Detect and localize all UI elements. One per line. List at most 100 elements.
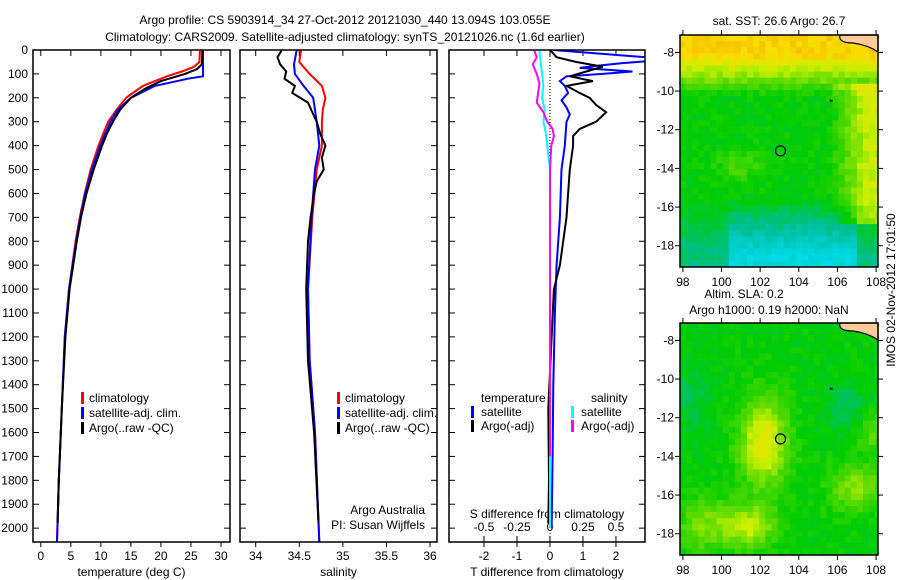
map-cell	[808, 138, 815, 146]
map-cell	[856, 71, 864, 78]
map-cell	[686, 438, 693, 446]
map-cell	[765, 481, 772, 488]
y-tick-label: -10	[657, 84, 675, 98]
map-cell	[838, 377, 845, 385]
map-cell	[692, 323, 699, 330]
map-cell	[795, 420, 803, 427]
map-cell	[704, 169, 711, 176]
map-cell	[863, 47, 870, 54]
map-cell	[771, 242, 778, 249]
x-tick-label: 5	[67, 549, 74, 563]
map-cell	[771, 475, 778, 482]
map-cell	[734, 132, 742, 139]
map-cell	[771, 248, 778, 255]
map-cell	[832, 193, 839, 200]
map-cell	[698, 132, 705, 139]
map-cell	[795, 47, 803, 54]
map-cell	[704, 536, 711, 543]
map-cell	[777, 242, 784, 249]
map-cell	[777, 181, 784, 188]
map-cell	[747, 71, 754, 78]
map-cell	[741, 426, 748, 434]
map-cell	[741, 89, 748, 97]
map-cell	[728, 53, 736, 60]
map-cell	[789, 89, 797, 97]
map-cell	[753, 371, 760, 379]
map-cell	[869, 96, 876, 103]
map-cell	[844, 96, 852, 103]
map-cell	[686, 530, 693, 537]
map-cell	[783, 445, 791, 452]
map-cell	[728, 365, 736, 373]
map-cell	[710, 260, 717, 268]
map-cell	[850, 211, 858, 219]
map-cell	[863, 254, 870, 261]
map-cell	[820, 469, 827, 476]
map-cell	[844, 512, 852, 519]
map-cell	[698, 248, 705, 255]
map-cell	[814, 487, 821, 495]
map-cell	[777, 451, 784, 458]
map-cell	[692, 83, 699, 91]
map-cell	[814, 518, 821, 525]
map-cell	[826, 35, 833, 42]
map-cell	[795, 65, 803, 72]
map-cell	[777, 59, 784, 66]
map-cell	[850, 77, 858, 85]
map-cell	[753, 96, 760, 103]
map-cell	[716, 187, 723, 194]
map-cell	[838, 445, 845, 452]
map-cell	[832, 438, 839, 446]
map-cell	[795, 114, 803, 121]
map-cell	[753, 126, 760, 133]
map-cell	[875, 150, 879, 158]
map-cell	[826, 144, 833, 152]
map-cell	[759, 187, 766, 194]
plot-frame	[239, 49, 438, 543]
map-cell	[710, 236, 717, 243]
legend-swatch	[471, 406, 474, 418]
map-cell	[759, 420, 766, 427]
map-cell	[783, 414, 791, 421]
map-cell	[838, 396, 845, 403]
map-cell	[838, 542, 845, 549]
map-cell	[808, 77, 815, 85]
map-cell	[783, 71, 791, 78]
map-cell	[716, 71, 723, 78]
map-cell	[802, 132, 809, 139]
map-cell	[814, 530, 821, 537]
map-cell	[698, 353, 705, 360]
series-line-argo-raw-qc-	[56, 50, 204, 524]
map-cell	[710, 408, 717, 415]
map-cell	[771, 169, 778, 176]
map-cell	[820, 236, 827, 243]
map-cell	[814, 524, 821, 531]
map-cell	[844, 384, 852, 391]
map-cell	[765, 205, 772, 213]
map-cell	[850, 114, 858, 121]
map-cell	[777, 199, 784, 207]
map-cell	[814, 438, 821, 446]
y-tick-label: -18	[657, 527, 675, 541]
map-cell	[875, 126, 879, 133]
map-cell	[698, 438, 705, 446]
map-cell	[808, 463, 815, 470]
map-cell	[716, 260, 723, 268]
map-cell	[722, 126, 730, 133]
map-cell	[765, 475, 772, 482]
map-cell	[734, 230, 742, 237]
map-cell	[863, 242, 870, 249]
map-cell	[832, 132, 839, 139]
map-cell	[710, 144, 717, 152]
map-cell	[734, 83, 742, 91]
map-cell	[692, 506, 699, 513]
map-cell	[692, 169, 699, 176]
map-cell	[741, 83, 748, 91]
annotation-text: PI: Susan Wijffels	[331, 518, 425, 532]
y-tick-label: 1000	[1, 282, 28, 296]
map-cell	[802, 77, 809, 85]
map-cell	[747, 96, 754, 103]
map-cell	[814, 493, 821, 501]
map-cell	[869, 438, 876, 446]
map-cell	[728, 47, 736, 54]
